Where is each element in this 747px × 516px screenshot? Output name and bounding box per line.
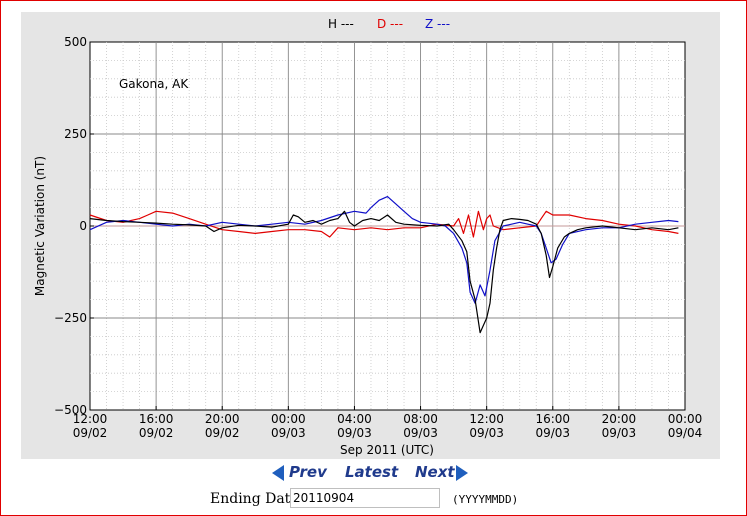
x-tick-date-label: 09/03 — [535, 426, 570, 440]
y-tick-label: 0 — [79, 219, 87, 233]
x-tick-time-label: 00:00 — [668, 412, 703, 426]
x-tick-date-label: 09/02 — [73, 426, 108, 440]
x-tick-time-label: 20:00 — [602, 412, 637, 426]
x-axis-ticks: 12:0009/0216:0009/0220:0009/0200:0009/03… — [73, 406, 703, 440]
latest-link[interactable]: Latest — [345, 463, 399, 481]
plot-panel: −500 −250 0 250 500 12:00 09/02 16:00 09/02 20:0… — [21, 12, 720, 459]
x-tick-time-label: 00:00 — [271, 412, 306, 426]
x-tick-time-label: 08:00 — [403, 412, 438, 426]
x-tick-date-label: 09/03 — [602, 426, 637, 440]
legend-entry-h: H --- — [328, 17, 354, 31]
next-arrow-icon[interactable] — [456, 465, 468, 481]
y-axis-label: Magnetic Variation (nT) — [33, 156, 47, 296]
y-axis-ticks: −500 −250 0 250 500 — [54, 35, 94, 417]
date-format-hint: (YYYYMMDD) — [452, 493, 519, 506]
x-tick-date-label: 09/03 — [403, 426, 438, 440]
x-tick-time-label: 12:00 — [73, 412, 108, 426]
x-tick-date-label: 09/03 — [337, 426, 372, 440]
y-tick-label: 250 — [64, 127, 87, 141]
legend-entry-z: Z --- — [425, 17, 450, 31]
x-tick-time-label: 20:00 — [205, 412, 240, 426]
y-tick-label: −500 — [54, 403, 87, 417]
x-tick-time-label: 12:00 — [469, 412, 504, 426]
y-tick-label: 500 — [64, 35, 87, 49]
y-tick-label: −250 — [54, 311, 87, 325]
x-tick-date-label: 09/02 — [205, 426, 240, 440]
next-link[interactable]: Next — [415, 463, 455, 481]
x-tick-time-label: 16:00 — [535, 412, 570, 426]
ending-date-form: Ending Date: (YYYYMMDD) — [210, 488, 540, 512]
series-layer — [89, 196, 679, 334]
legend: H --- D --- Z --- — [328, 17, 450, 31]
x-tick-date-label: 09/02 — [139, 426, 174, 440]
ending-date-input[interactable] — [290, 488, 440, 508]
prev-arrow-icon[interactable] — [272, 465, 284, 481]
ending-date-label: Ending Date: — [210, 491, 304, 507]
navigation-bar: Prev Latest Next — [270, 461, 480, 483]
x-tick-time-label: 04:00 — [337, 412, 372, 426]
legend-entry-d: D --- — [377, 17, 403, 31]
series-line-h — [89, 210, 679, 334]
x-tick-date-label: 09/04 — [668, 426, 703, 440]
series-line-z — [89, 196, 679, 304]
x-tick-time-label: 16:00 — [139, 412, 174, 426]
prev-link[interactable]: Prev — [289, 463, 327, 481]
x-tick-date-label: 09/03 — [469, 426, 504, 440]
x-axis-label: Sep 2011 (UTC) — [340, 443, 434, 457]
station-label: Gakona, AK — [119, 77, 189, 91]
x-tick-date-label: 09/03 — [271, 426, 306, 440]
